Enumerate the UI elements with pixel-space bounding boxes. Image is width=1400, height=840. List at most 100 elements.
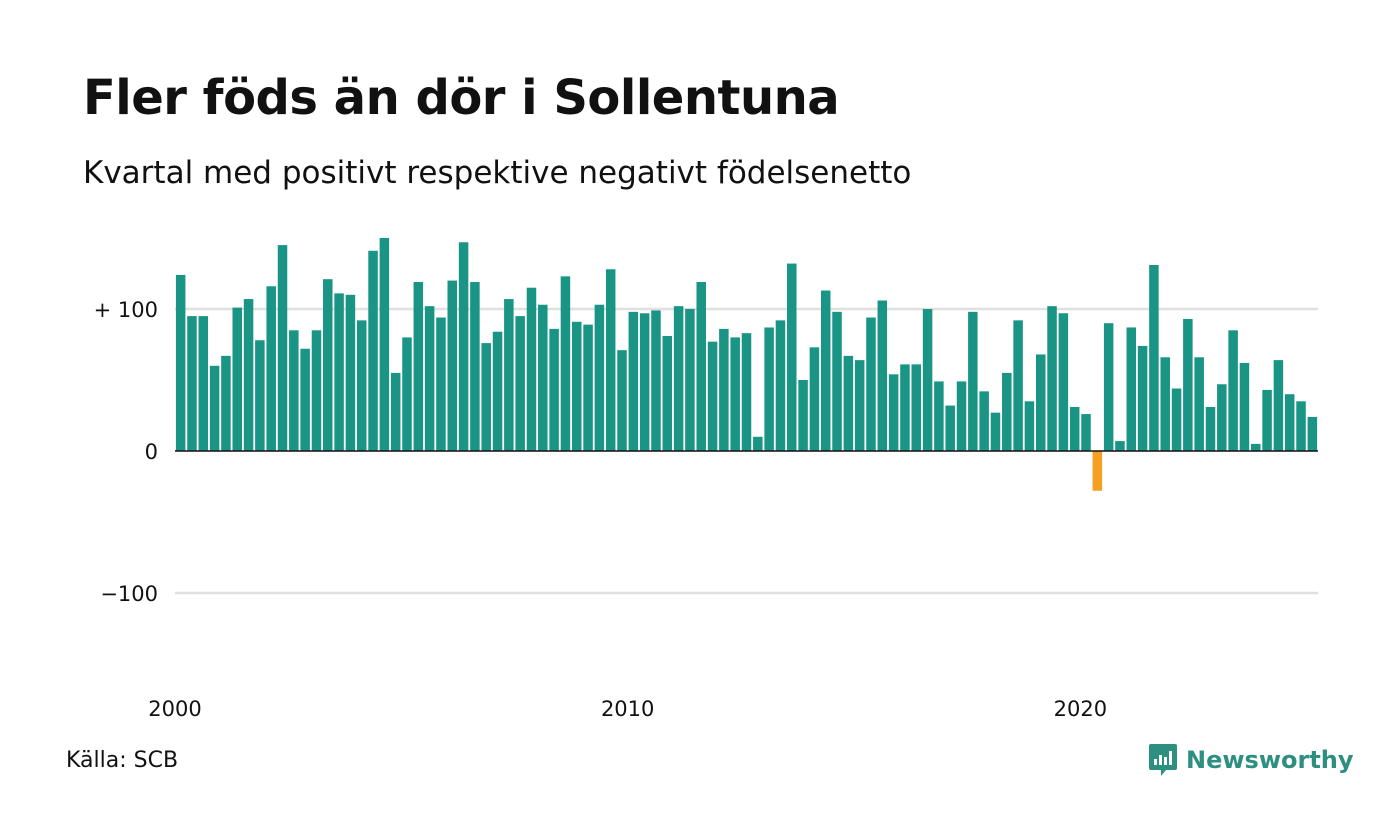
bar-positive	[787, 263, 797, 451]
newsworthy-logo-icon	[1149, 744, 1177, 776]
bar-positive	[1273, 360, 1284, 451]
y-tick-label: −100	[100, 582, 158, 606]
bar-positive	[187, 316, 197, 451]
bar-positive	[707, 341, 718, 451]
bar-positive	[934, 381, 944, 451]
bar-positive	[571, 321, 582, 451]
bar-positive	[560, 276, 571, 451]
bar-positive	[1239, 362, 1250, 451]
bar-positive	[345, 294, 356, 451]
bar-positive	[538, 304, 548, 451]
bar-positive	[753, 436, 763, 451]
bar-positive	[798, 380, 808, 451]
bar-positive	[1262, 389, 1272, 451]
bar-positive	[424, 306, 435, 451]
bar-positive	[1149, 264, 1159, 451]
bar-positive	[639, 313, 650, 451]
bar-positive	[1160, 357, 1170, 451]
bar-positive	[1058, 313, 1069, 451]
bar-positive	[481, 343, 491, 451]
bar-positive	[1171, 388, 1182, 451]
bar-positive	[266, 286, 276, 451]
y-tick-label: 0	[145, 440, 158, 464]
bar-positive	[402, 337, 412, 451]
bar-positive	[447, 280, 458, 451]
bar-positive	[289, 330, 299, 451]
bar-positive	[413, 282, 424, 451]
bar-positive	[243, 299, 254, 451]
bar-positive	[1228, 330, 1238, 451]
bar-positive	[945, 405, 955, 451]
bar-positive	[809, 347, 820, 451]
bar-positive	[854, 360, 865, 451]
bar-positive	[1183, 318, 1193, 451]
bar-positive	[458, 242, 469, 451]
bar-positive	[1205, 406, 1216, 451]
bar-positive	[436, 317, 446, 451]
brand-name: Newsworthy	[1186, 746, 1354, 774]
chart-title: Fler föds än dör i Sollentuna	[83, 70, 840, 126]
bar-positive	[775, 320, 786, 451]
bar-positive	[1024, 401, 1035, 451]
bar-positive	[1047, 306, 1057, 451]
bar-positive	[900, 364, 910, 451]
bar-positive	[1307, 416, 1318, 451]
bar-positive	[334, 293, 344, 451]
brand-logo[interactable]: Newsworthy	[1148, 742, 1354, 778]
bar-positive	[323, 279, 333, 451]
bar-positive	[1081, 414, 1091, 451]
bar-positive	[1103, 323, 1114, 451]
bar-positive	[741, 333, 752, 451]
x-tick-label: 2020	[1054, 697, 1107, 721]
bar-positive	[662, 335, 673, 451]
bar-positive	[651, 310, 661, 451]
bar-positive	[379, 238, 390, 451]
bar-positive	[232, 307, 242, 451]
bar-positive	[549, 328, 559, 451]
bar-positive	[526, 287, 537, 451]
x-axis-ticks: 2000 2010 2020	[148, 697, 1107, 721]
bar-positive	[922, 309, 933, 451]
x-tick-label: 2000	[148, 697, 201, 721]
bar-positive	[843, 355, 854, 451]
bar-positive	[1137, 345, 1148, 451]
bar-positive	[1115, 441, 1125, 451]
bars	[175, 238, 1318, 491]
bar-positive	[390, 372, 401, 451]
bar-positive	[696, 282, 706, 451]
bar-positive	[719, 328, 729, 451]
bar-positive	[368, 250, 378, 451]
bar-positive	[504, 299, 514, 451]
bar-positive	[956, 381, 967, 451]
bar-negative	[1092, 451, 1103, 491]
chart-subtitle: Kvartal med positivt respektive negativt…	[83, 155, 912, 191]
bar-positive	[832, 311, 842, 451]
bar-positive	[911, 364, 922, 451]
bar-positive	[583, 324, 593, 451]
bar-positive	[888, 374, 899, 451]
bar-positive	[1251, 443, 1261, 451]
bar-positive	[175, 274, 186, 451]
bar-positive	[979, 391, 989, 451]
bar-positive	[311, 330, 322, 451]
bar-positive	[277, 245, 288, 451]
bar-positive	[764, 327, 774, 451]
bar-positive	[515, 316, 525, 451]
bar-positive	[730, 337, 740, 451]
bar-positive	[470, 282, 480, 451]
bar-positive	[1013, 320, 1023, 451]
bar-positive	[255, 340, 265, 451]
y-axis-ticks: + 100 0 −100	[94, 298, 158, 606]
y-tick-label: + 100	[94, 298, 158, 322]
bar-positive	[1194, 357, 1204, 451]
bar-positive	[685, 309, 695, 451]
source-note: Källa: SCB	[66, 748, 179, 773]
bar-positive	[628, 311, 639, 451]
bar-positive	[356, 320, 367, 451]
bar-positive	[594, 304, 605, 451]
bar-positive	[1284, 394, 1295, 451]
bar-chart: + 100 0 −100 2000 2010 2020	[94, 238, 1318, 721]
bar-positive	[673, 306, 684, 451]
bar-positive	[221, 355, 231, 451]
bar-positive	[617, 350, 627, 451]
